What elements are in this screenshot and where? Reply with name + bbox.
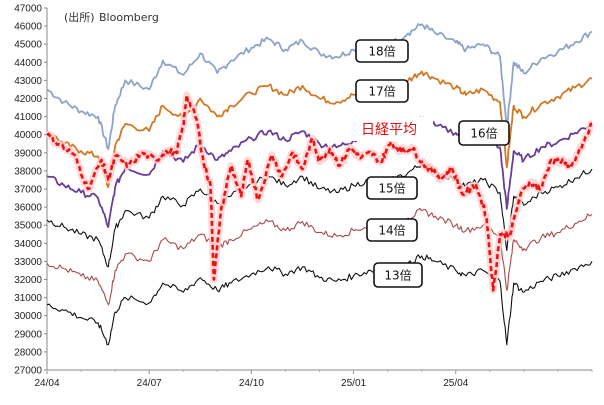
label-multiple: 18倍 [368, 44, 395, 59]
x-tick-label: 24/07 [137, 378, 162, 389]
label-box [366, 176, 418, 200]
y-tick-label: 38000 [14, 166, 42, 177]
label-box [458, 120, 510, 146]
y-tick-label: 34000 [14, 239, 42, 250]
series-line-5 [46, 254, 593, 346]
source-note: (出所) [64, 10, 95, 24]
y-tick-label: 42000 [14, 94, 42, 105]
label-multiple: 16倍 [470, 126, 497, 141]
y-tick-label: 30000 [14, 311, 42, 322]
y-tick-label: 44000 [14, 58, 42, 69]
series-line-4 [46, 207, 593, 306]
y-tick-label: 36000 [14, 203, 42, 214]
x-tick-label: 25/01 [341, 378, 366, 389]
y-tick-label: 27000 [14, 366, 42, 377]
x-tick-label: 25/04 [443, 378, 468, 389]
y-tick-label: 45000 [14, 40, 42, 51]
y-tick-label: 35000 [14, 221, 42, 232]
y-tick-label: 32000 [14, 275, 42, 286]
source-name: Bloomberg [99, 11, 159, 24]
label-box [345, 117, 433, 141]
y-tick-label: 33000 [14, 257, 42, 268]
y-tick-label: 28000 [14, 347, 42, 358]
y-tick-label: 41000 [14, 112, 42, 123]
y-tick-label: 37000 [14, 185, 42, 196]
label-multiple: 14倍 [378, 223, 405, 238]
label-nikkei: 日経平均 [361, 122, 417, 138]
label-box [373, 262, 423, 288]
y-tick-label: 46000 [14, 22, 42, 33]
y-tick-label: 39000 [14, 148, 42, 159]
series-line-1 [46, 70, 593, 189]
label-box [355, 79, 409, 103]
y-tick-label: 47000 [14, 4, 42, 15]
label-box [366, 218, 418, 242]
label-multiple: 17倍 [368, 84, 395, 99]
y-tick-label: 43000 [14, 76, 42, 87]
y-tick-label: 29000 [14, 329, 42, 340]
y-tick-label: 40000 [14, 130, 42, 141]
series-line-nikkei [46, 93, 593, 292]
series-group [45, 23, 595, 346]
x-tick-label: 24/04 [34, 378, 59, 389]
y-tick-label: 31000 [14, 293, 42, 304]
label-multiple: 15倍 [378, 181, 405, 196]
axes-group: 27000 28000 29000 30000 31000 32000 33000 34000… [14, 4, 593, 389]
x-tick-label: 24/10 [239, 378, 264, 389]
label-box [355, 39, 409, 63]
label-multiple: 13倍 [384, 268, 411, 283]
series-line-0 [46, 23, 593, 151]
